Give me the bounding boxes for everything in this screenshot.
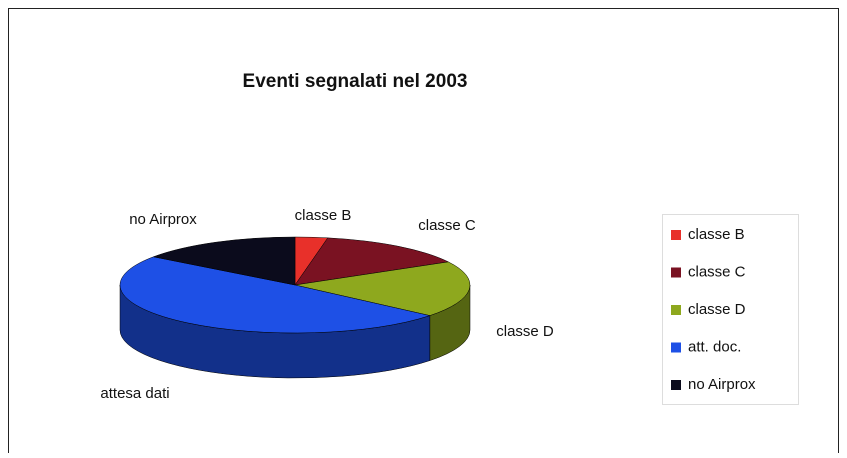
pie-slice <box>294 261 471 316</box>
slice-label: classe D <box>496 323 554 340</box>
legend-label: att. doc. <box>688 338 741 355</box>
pie-slice <box>294 237 450 286</box>
legend-swatch <box>671 342 681 353</box>
pie-slice <box>152 236 296 286</box>
slice-label: no Airprox <box>129 211 197 228</box>
legend-swatch <box>671 380 681 390</box>
legend-swatch <box>671 305 681 315</box>
slice-label: classe B <box>295 207 352 224</box>
pie-slice <box>119 256 431 334</box>
legend-label: classe C <box>688 263 746 280</box>
chart-title: Eventi segnalati nel 2003 <box>243 71 468 92</box>
legend-label: no Airprox <box>688 376 756 393</box>
legend-swatch <box>671 267 681 278</box>
legend-label: classe B <box>688 226 745 243</box>
slice-label: attesa dati <box>100 385 169 402</box>
legend-swatch <box>671 230 681 240</box>
legend-box <box>662 214 799 405</box>
legend-label: classe D <box>688 301 746 318</box>
slice-label: classe C <box>418 217 476 234</box>
